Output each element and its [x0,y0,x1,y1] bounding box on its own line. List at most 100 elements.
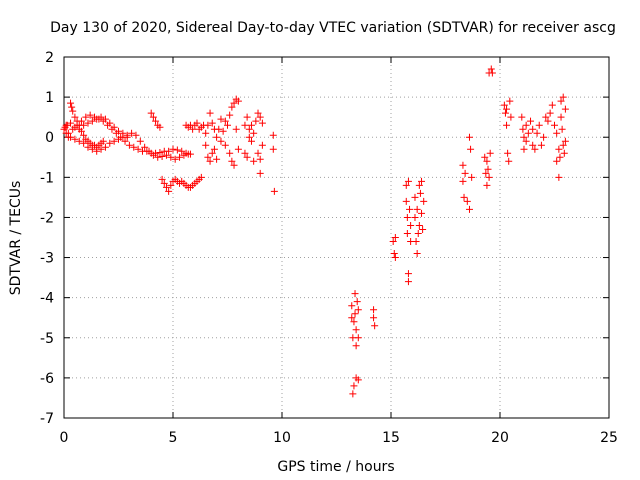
x-tick-label: 0 [60,430,69,446]
data-point [461,169,469,177]
data-point [370,306,378,314]
data-point [206,109,214,117]
data-point [162,151,170,159]
data-point [245,125,253,133]
data-point [391,234,399,241]
data-point [542,113,550,121]
data-point [557,97,565,105]
data-point [202,141,210,149]
data-point [349,390,357,398]
data-point [106,119,114,127]
data-point [230,99,238,107]
x-axis-label: GPS time / hours [277,459,394,475]
y-tick-label: -4 [40,291,54,307]
data-point [488,69,496,77]
data-point [500,101,508,109]
data-point [555,173,563,181]
data-point [217,115,225,123]
data-point [180,151,188,159]
data-point [411,213,419,221]
y-tick-label: -3 [40,251,54,267]
data-point [535,121,543,129]
data-point [503,105,511,113]
data-point [71,123,79,131]
y-axis-label: SDTVAR / TECUs [8,181,24,296]
data-point [522,137,530,145]
data-points [60,65,569,398]
data-point [483,181,491,189]
data-point [413,205,421,213]
y-tick-label: -6 [40,371,54,387]
data-point [173,146,181,154]
data-point [250,157,258,165]
data-point [162,183,170,191]
y-tick-label: 0 [45,130,54,146]
y-tick-label: -2 [40,210,54,226]
data-point [353,298,361,306]
data-point [250,129,258,137]
data-point [520,145,528,153]
data-point [189,125,197,133]
data-point [156,123,164,131]
data-point [403,229,411,237]
data-point [77,117,85,125]
x-tick-label: 20 [491,430,509,446]
data-point [553,157,561,165]
data-point [97,113,105,121]
data-point [270,187,278,195]
data-point [208,149,216,157]
data-point [160,179,168,187]
data-point [501,109,509,117]
data-point [75,125,83,133]
data-point [110,137,118,145]
data-point [546,109,554,117]
data-point [221,141,229,149]
data-point [88,117,96,125]
data-point [415,221,423,229]
data-point [348,314,356,322]
data-point [115,127,122,135]
data-point [468,173,476,181]
y-tick-label: -7 [40,411,54,427]
data-point [71,135,79,143]
data-point [527,117,535,125]
data-point [482,169,490,177]
data-point [202,129,210,137]
data-point [503,121,511,129]
data-point [167,181,175,189]
data-point [256,113,264,121]
x-tick-label: 25 [600,430,618,446]
data-point [418,177,426,185]
plot-frame [63,56,610,419]
data-point [215,125,223,133]
data-point [67,133,75,141]
data-point [561,105,569,113]
data-point [487,65,495,73]
data-point [62,121,70,129]
data-point [413,250,421,258]
data-point [406,205,414,213]
data-point [149,113,157,121]
data-point [119,129,127,137]
data-point [504,149,512,157]
data-point [193,119,201,127]
data-point [269,145,277,153]
data-point [351,310,359,318]
data-point [415,181,423,189]
data-point [156,148,164,156]
data-point [93,147,101,155]
grid [64,57,609,418]
data-point [69,107,77,115]
data-point [204,121,212,129]
data-point [348,302,356,310]
data-point [206,157,214,165]
data-point [258,119,266,127]
data-point [419,225,427,233]
data-point [88,145,96,153]
data-point [481,153,489,161]
data-point [134,145,142,153]
data-point [184,150,192,158]
data-point [402,181,410,189]
data-point [247,121,255,129]
data-point [350,382,358,390]
